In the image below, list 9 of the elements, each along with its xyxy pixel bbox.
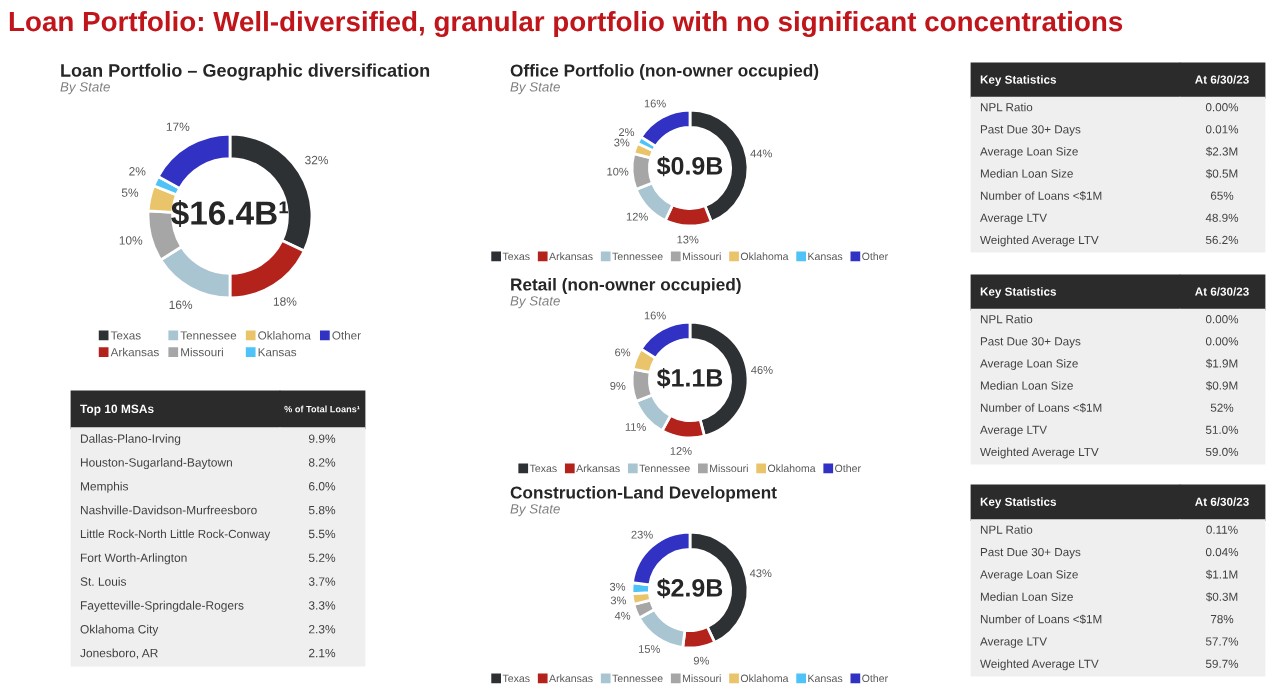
text: $2.9B — [656, 577, 723, 599]
chart-title: Loan Portfolio – Geographic diversification — [61, 63, 430, 81]
chart-title: Office Portfolio (non-owner occupied) — [510, 63, 819, 81]
text: $0.9B — [656, 155, 723, 177]
chart-title: Retail (non-owner occupied) — [511, 277, 741, 295]
chart-title: Construction-Land Development — [510, 485, 777, 503]
text: $16.4B¹ — [171, 199, 289, 228]
text: Loan Portfolio: Well-diversified, granular portfolio with no significant concentrations — [9, 10, 1123, 38]
text: $1.1B — [656, 367, 723, 389]
